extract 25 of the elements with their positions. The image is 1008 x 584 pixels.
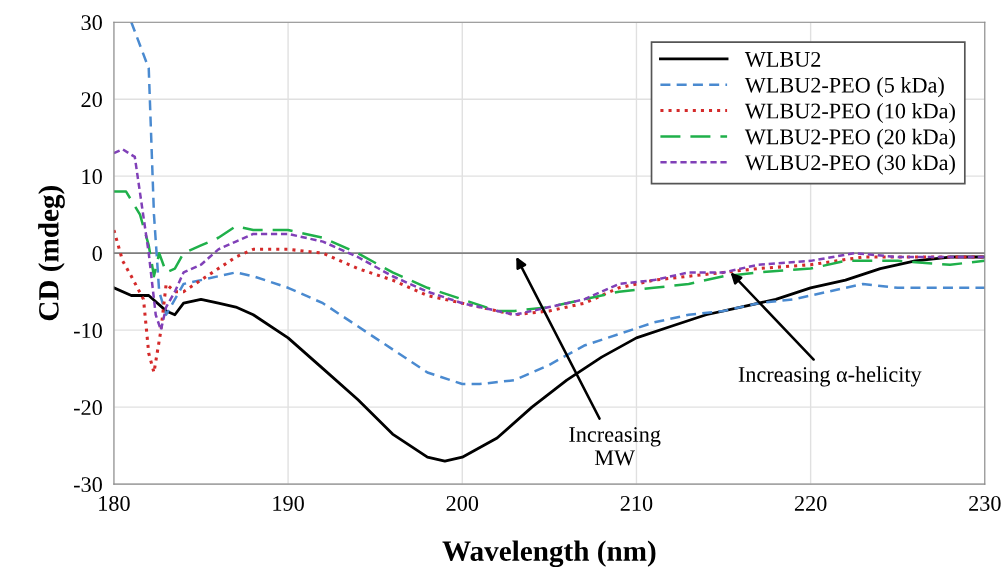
legend-label: WLBU2 bbox=[744, 51, 821, 67]
legend-label: WLBU2-PEO (20 kDa) bbox=[744, 128, 955, 149]
x-tick-label: 210 bbox=[620, 495, 653, 511]
y-tick-label: 10 bbox=[82, 169, 102, 185]
legend-label: WLBU2-PEO (5 kDa) bbox=[744, 77, 944, 98]
x-tick-label: 200 bbox=[446, 495, 479, 511]
x-tick-label: 230 bbox=[969, 495, 1001, 511]
y-tick-label: -20 bbox=[74, 400, 102, 416]
annotation: Increasing MW bbox=[569, 427, 661, 466]
x-axis-title: Wavelength (nm) bbox=[442, 540, 656, 568]
line-series bbox=[113, 190, 985, 313]
legend-label: WLBU2-PEO (10 kDa) bbox=[744, 102, 955, 124]
y-tick-label: -10 bbox=[74, 323, 102, 339]
y-tick-label: 30 bbox=[81, 15, 102, 31]
annotation: Increasing α-helicity bbox=[738, 366, 922, 387]
line-series bbox=[113, 147, 985, 332]
y-axis-title: CD (mdeg) bbox=[38, 186, 65, 321]
x-tick-label: 180 bbox=[99, 495, 130, 511]
x-tick-label: 190 bbox=[273, 495, 304, 511]
line-series bbox=[130, 22, 985, 386]
legend-label: WLBU2-PEO (30 kDa) bbox=[744, 154, 955, 175]
y-tick-label: 0 bbox=[92, 246, 102, 262]
y-tick-label: -30 bbox=[74, 477, 102, 493]
y-tick-label: 20 bbox=[81, 92, 102, 108]
x-tick-label: 220 bbox=[794, 495, 827, 511]
